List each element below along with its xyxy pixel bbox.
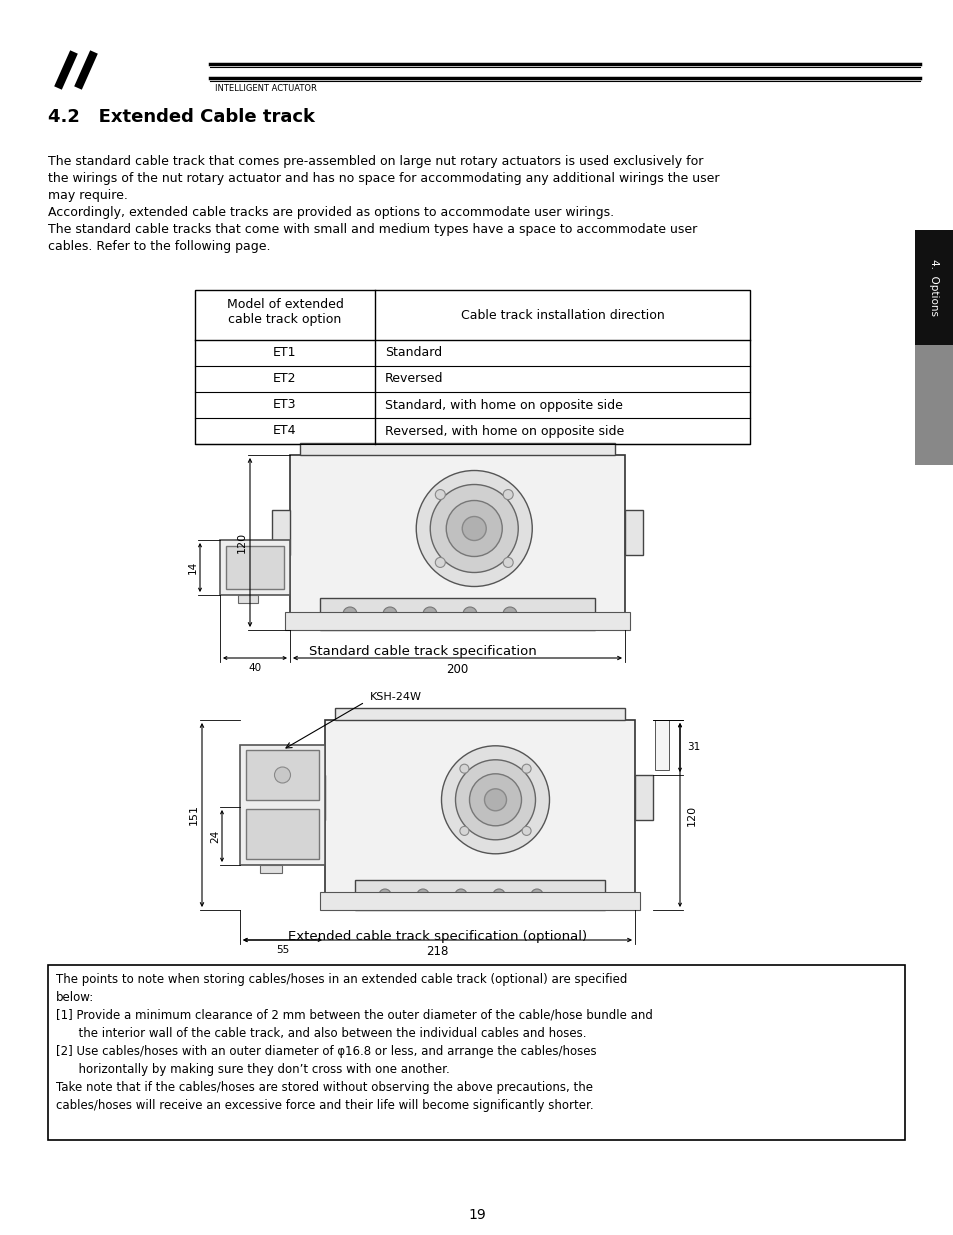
Circle shape (416, 889, 429, 902)
Bar (246, 809, 318, 860)
Bar (319, 598, 595, 630)
Bar (307, 776, 325, 820)
Bar (635, 776, 652, 820)
Text: 120: 120 (686, 804, 697, 825)
Circle shape (446, 500, 501, 557)
Bar (325, 720, 635, 910)
Bar (240, 745, 325, 864)
Text: may require.: may require. (48, 189, 128, 203)
Circle shape (502, 489, 513, 500)
Circle shape (484, 789, 506, 811)
Bar (220, 540, 290, 595)
Circle shape (502, 606, 517, 621)
Circle shape (462, 606, 476, 621)
Text: INTELLIGENT ACTUATOR: INTELLIGENT ACTUATOR (214, 84, 316, 93)
Text: 200: 200 (446, 663, 468, 676)
Bar (914, 230, 953, 345)
Bar (355, 881, 604, 910)
Circle shape (343, 606, 356, 621)
Text: ET4: ET4 (273, 425, 296, 437)
Text: 218: 218 (426, 945, 448, 958)
Circle shape (455, 760, 535, 840)
Circle shape (435, 489, 445, 500)
Circle shape (493, 889, 504, 902)
Text: ET1: ET1 (273, 347, 296, 359)
Circle shape (274, 767, 291, 783)
Text: 24: 24 (210, 830, 220, 842)
Text: The standard cable tracks that come with small and medium types have a space to : The standard cable tracks that come with… (48, 224, 697, 236)
Text: ET3: ET3 (273, 399, 296, 411)
Text: the wirings of the nut rotary actuator and has no space for accommodating any ad: the wirings of the nut rotary actuator a… (48, 172, 719, 185)
Bar (194, 290, 749, 445)
Text: 31: 31 (686, 742, 700, 752)
Circle shape (422, 606, 436, 621)
Text: The standard cable track that comes pre-assembled on large nut rotary actuators : The standard cable track that comes pre-… (48, 156, 702, 168)
Circle shape (416, 471, 532, 587)
Text: Cable track installation direction: Cable track installation direction (460, 309, 663, 321)
Text: KSH-24W: KSH-24W (370, 692, 421, 701)
Text: Accordingly, extended cable tracks are provided as options to accommodate user w: Accordingly, extended cable tracks are p… (48, 206, 614, 219)
Text: 120: 120 (236, 532, 247, 553)
Text: 55: 55 (275, 945, 289, 955)
Circle shape (462, 516, 486, 541)
Circle shape (459, 826, 468, 835)
Circle shape (378, 889, 391, 902)
Bar (624, 510, 642, 555)
Circle shape (469, 774, 521, 826)
Circle shape (459, 764, 468, 773)
Circle shape (435, 557, 445, 567)
Text: Standard cable track specification: Standard cable track specification (309, 645, 536, 658)
Text: The points to note when storing cables/hoses in an extended cable track (optiona: The points to note when storing cables/h… (56, 973, 652, 1112)
Bar (48, 965, 904, 1140)
Bar (319, 892, 639, 910)
Text: 4.  Options: 4. Options (928, 259, 939, 316)
Bar (237, 595, 257, 603)
Bar (260, 864, 282, 873)
Circle shape (430, 484, 517, 573)
Bar (335, 708, 624, 720)
Bar (914, 345, 953, 466)
Text: 4.2   Extended Cable track: 4.2 Extended Cable track (48, 107, 314, 126)
Text: Standard, with home on opposite side: Standard, with home on opposite side (385, 399, 622, 411)
Bar (290, 454, 624, 630)
Circle shape (441, 746, 549, 853)
Text: Standard: Standard (385, 347, 441, 359)
Bar (226, 546, 284, 589)
Bar (246, 750, 318, 800)
Text: Reversed, with home on opposite side: Reversed, with home on opposite side (385, 425, 623, 437)
Text: ET2: ET2 (273, 373, 296, 385)
Text: 40: 40 (248, 663, 261, 673)
Circle shape (455, 889, 467, 902)
Circle shape (382, 606, 396, 621)
Bar (272, 510, 290, 555)
Circle shape (531, 889, 542, 902)
Text: Reversed: Reversed (385, 373, 443, 385)
Text: 19: 19 (468, 1208, 485, 1221)
Bar (285, 613, 629, 630)
Circle shape (521, 826, 531, 835)
Text: 14: 14 (188, 561, 198, 574)
Text: Extended cable track specification (optional): Extended cable track specification (opti… (288, 930, 586, 944)
Circle shape (521, 764, 531, 773)
Circle shape (502, 557, 513, 567)
Text: cables. Refer to the following page.: cables. Refer to the following page. (48, 240, 271, 253)
Bar (299, 443, 615, 454)
Text: 151: 151 (189, 804, 199, 825)
Bar (655, 720, 668, 769)
Text: Model of extended
cable track option: Model of extended cable track option (226, 298, 343, 326)
